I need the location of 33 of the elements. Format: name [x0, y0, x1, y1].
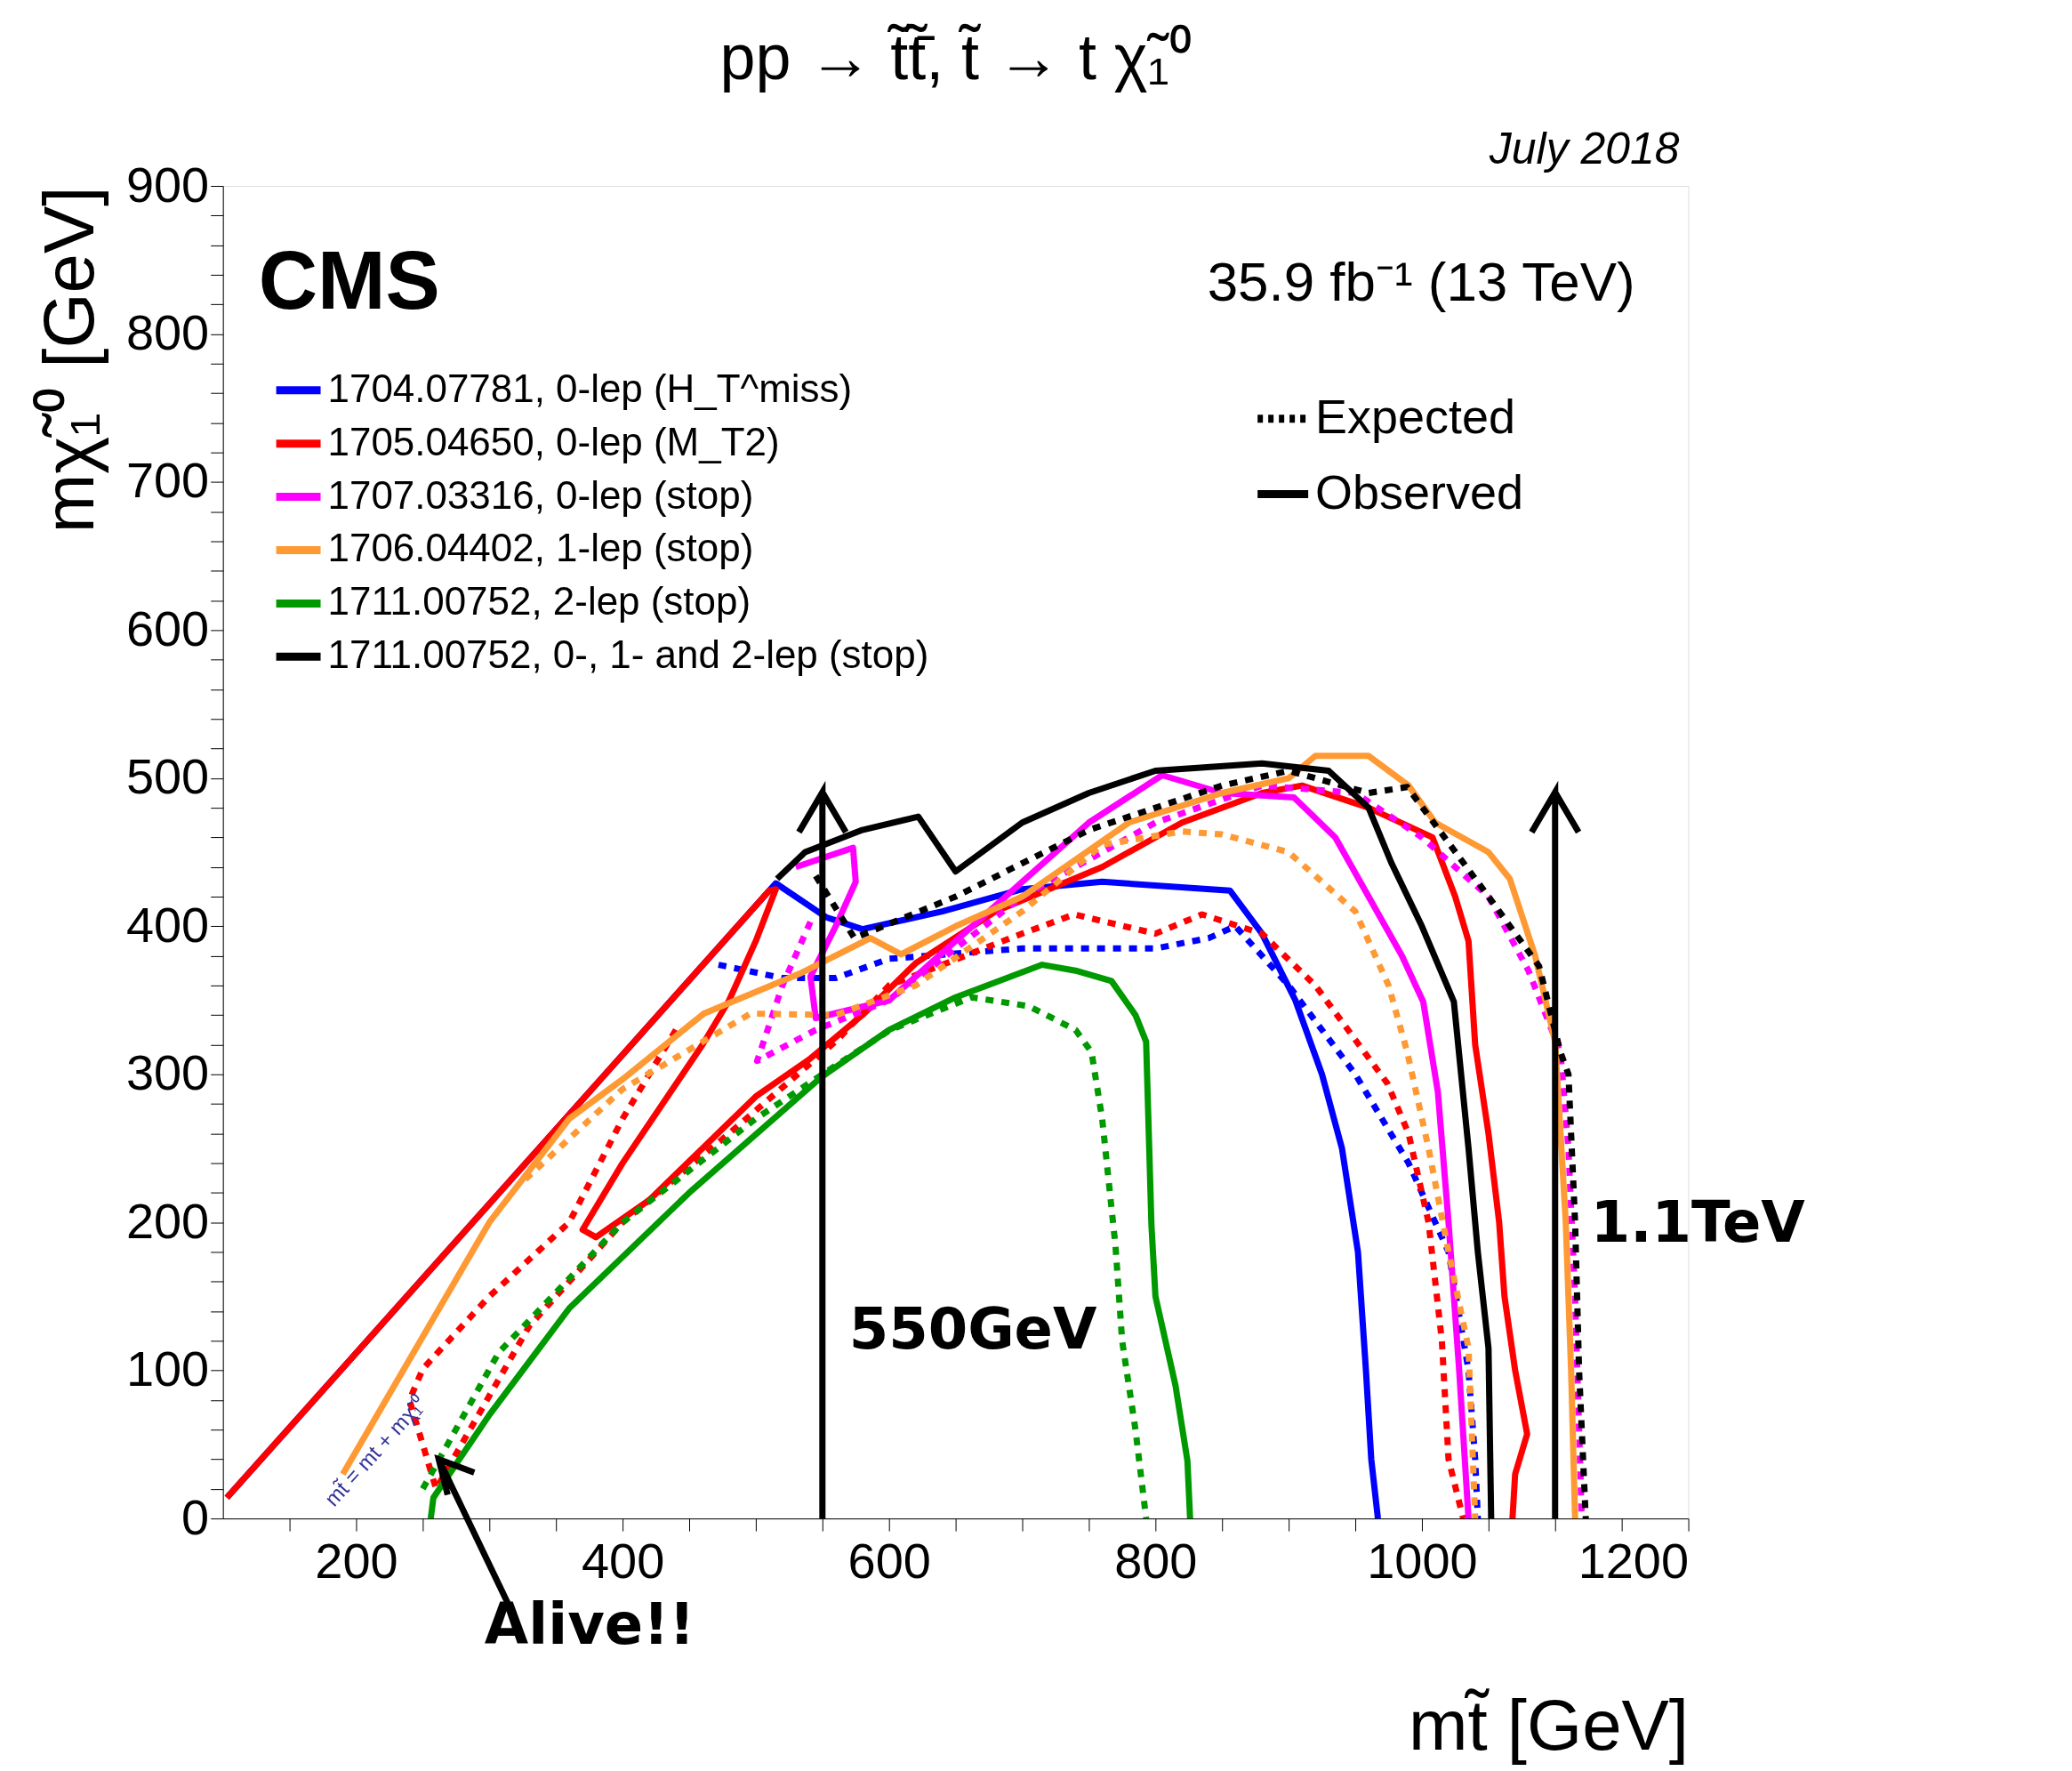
ref-line-label: 1.1TeV [1590, 1189, 1806, 1256]
text: Alive!! [484, 1590, 695, 1657]
y-tick-label: 200 [125, 1192, 210, 1249]
x-tick-label: 800 [1114, 1532, 1198, 1589]
x-tick-label: 400 [581, 1532, 665, 1589]
y-tick-label: 300 [125, 1044, 210, 1101]
y-axis-title: mχ̃₁⁰ [GeV] [28, 186, 108, 534]
y-tick-label: 500 [125, 748, 210, 805]
legend-label: 1711.00752, 0-, 1- and 2-lep (stop) [327, 632, 929, 677]
y-tick-label: 800 [125, 303, 210, 360]
y-tick-label: 400 [125, 896, 210, 953]
x-tick-label: 1000 [1367, 1532, 1478, 1589]
x-tick-label: 600 [847, 1532, 931, 1589]
y-tick-label: 700 [125, 452, 210, 509]
legend-label: 1704.07781, 0-lep (H_T^miss) [327, 366, 853, 410]
x-tick-label: 200 [315, 1532, 398, 1589]
y-tick-label: 600 [125, 600, 210, 656]
x-axis-title: mt̃ [GeV] [1408, 1686, 1690, 1766]
annotation: CMS [258, 234, 440, 326]
legend-label: 1707.03316, 0-lep (stop) [327, 472, 754, 517]
y-tick-label: 900 [125, 156, 210, 213]
x-tick-label: 1200 [1578, 1532, 1690, 1589]
ref-line-label: 550GeV [848, 1296, 1097, 1363]
legend-label: 1706.04402, 1-lep (stop) [327, 526, 754, 570]
annotation: Expected [1315, 389, 1515, 443]
annotation: Observed [1315, 464, 1523, 519]
chart-title: pp → t̃t̃̄, t̃ → t χ̃₁⁰ [719, 21, 1192, 93]
legend-label: 1711.00752, 2-lep (stop) [327, 579, 751, 624]
text: July 2018 [1488, 124, 1680, 174]
annotation: 35.9 fb⁻¹ (13 TeV) [1207, 250, 1635, 312]
legend-label: 1705.04650, 0-lep (M_T2) [327, 419, 780, 463]
y-tick-label: 0 [181, 1488, 210, 1545]
y-tick-label: 100 [125, 1340, 210, 1397]
